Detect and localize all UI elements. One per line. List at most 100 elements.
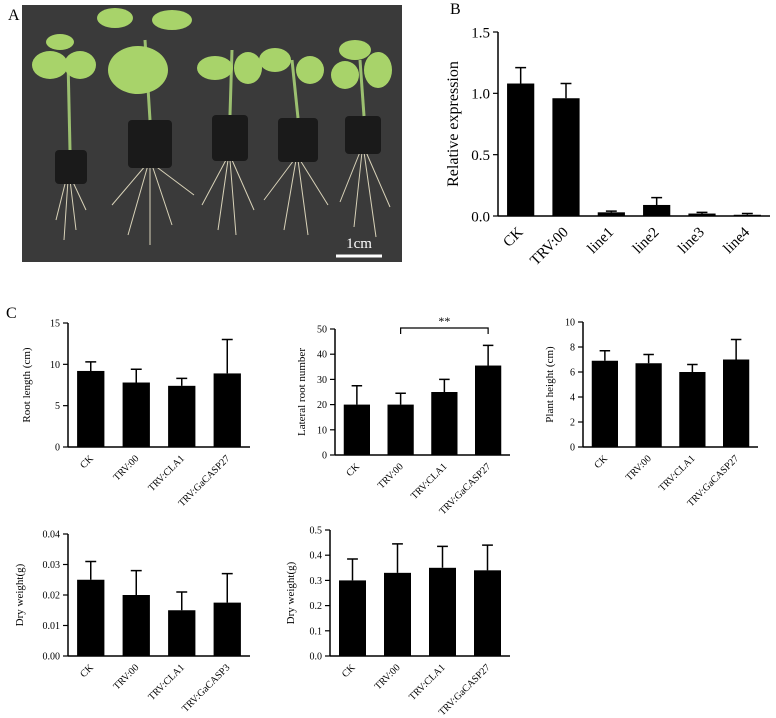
y-axis-title: Relative expression: [445, 61, 462, 187]
leaves: [32, 8, 392, 94]
bar: [643, 204, 671, 216]
bar: [213, 602, 241, 656]
error-bar: [351, 384, 363, 405]
y-tick-label: 0.04: [43, 530, 61, 541]
x-tick-label: CK: [592, 453, 610, 471]
y-axis-title: Dry weight(g): [285, 561, 297, 624]
bar: [474, 570, 501, 656]
photo: 1cm: [22, 5, 402, 262]
y-tick-label: 10: [317, 425, 327, 436]
x-tick-label: TRV:00: [111, 662, 141, 692]
x-tick-label: CK: [340, 662, 358, 680]
error-bar: [696, 211, 708, 214]
y-tick-label: 6: [570, 368, 575, 379]
x-tick-label: TRV:CLA1: [409, 461, 449, 501]
y-tick-label: 40: [317, 350, 327, 361]
y-axis-title: Lateral root number: [296, 348, 308, 436]
y-tick-label: 0.5: [310, 526, 323, 537]
panel-label: C: [6, 305, 17, 322]
bar: [475, 365, 502, 455]
bar: [597, 212, 625, 216]
bar: [431, 392, 458, 455]
y-tick-label: 0.0: [471, 209, 490, 225]
x-tick-label: TRV:00: [373, 662, 403, 692]
x-tick-label: CK: [500, 224, 526, 250]
y-tick-label: 0.2: [310, 601, 323, 612]
y-tick-label: 30: [317, 375, 327, 386]
x-tick-label: line3: [675, 225, 708, 258]
bar: [77, 370, 105, 447]
root-plugs: [55, 115, 381, 184]
y-tick-label: 0: [322, 451, 327, 462]
x-tick-label: CK: [78, 453, 96, 471]
error-bar: [85, 361, 97, 371]
y-axis-title: Plant height (cm): [544, 346, 556, 423]
x-tick-label: TRV:CLA1: [146, 662, 186, 702]
error-bar: [347, 558, 358, 581]
roots: [55, 151, 391, 245]
y-tick-label: 0: [570, 443, 575, 454]
x-tick-label: TRV:00: [376, 461, 406, 491]
x-tick-label: TRV:00: [624, 453, 654, 483]
bar: [343, 404, 370, 455]
x-tick-label: CK: [78, 662, 96, 680]
bar: [168, 610, 196, 656]
bar: [635, 363, 662, 447]
y-tick-label: 15: [50, 319, 60, 330]
y-tick-label: 10: [50, 360, 60, 371]
bar: [339, 580, 366, 656]
y-tick-label: 1.5: [471, 25, 490, 41]
y-tick-label: 50: [317, 325, 327, 336]
error-bar: [130, 368, 142, 383]
panel-label: A: [8, 7, 20, 24]
x-tick-label: CK: [344, 461, 362, 479]
y-tick-label: 4: [570, 393, 575, 404]
y-tick-label: 0.3: [310, 576, 323, 587]
bar: [122, 595, 150, 656]
bar: [688, 213, 716, 216]
bar: [213, 373, 241, 447]
y-tick-label: 0.01: [43, 621, 61, 632]
error-bar: [176, 591, 188, 611]
y-tick-label: 2: [570, 418, 575, 429]
error-bar: [221, 338, 233, 374]
error-bar: [643, 353, 654, 364]
y-tick-label: 0.0: [310, 652, 323, 663]
bar: [679, 372, 706, 447]
y-tick-label: 10: [565, 318, 575, 329]
y-tick-label: 0.00: [43, 652, 61, 663]
error-bar: [605, 210, 617, 213]
bar: [168, 385, 196, 447]
error-bar: [85, 560, 97, 580]
scale-label: 1cm: [346, 236, 372, 252]
error-bar: [560, 82, 572, 99]
error-bar: [651, 196, 663, 205]
error-bar: [687, 363, 698, 372]
x-tick-label: TRV:GaCASP3: [180, 662, 232, 714]
y-tick-label: 8: [570, 343, 575, 354]
x-tick-label: line1: [585, 225, 618, 258]
bar: [122, 382, 150, 447]
y-tick-label: 20: [317, 400, 327, 411]
x-tick-label: TRV:CLA1: [657, 453, 697, 493]
error-bar: [221, 572, 233, 603]
y-tick-label: 0.5: [471, 148, 490, 164]
error-bar: [437, 545, 448, 568]
y-tick-label: 5: [55, 401, 60, 412]
bar: [552, 98, 580, 216]
error-bar: [730, 338, 742, 360]
error-bar: [515, 66, 527, 84]
error-bar: [599, 350, 611, 361]
significance-bracket: [400, 327, 489, 334]
error-bar: [482, 544, 493, 571]
x-tick-label: TRV:CLA1: [146, 453, 186, 493]
bar: [387, 404, 414, 455]
error-bar: [392, 543, 403, 573]
bar: [723, 359, 750, 447]
error-bar: [439, 378, 450, 392]
y-tick-label: 0.02: [43, 591, 61, 602]
x-tick-label: TRV:00: [527, 225, 571, 269]
bar: [384, 572, 411, 656]
bar: [733, 214, 761, 216]
error-bar: [130, 569, 142, 595]
